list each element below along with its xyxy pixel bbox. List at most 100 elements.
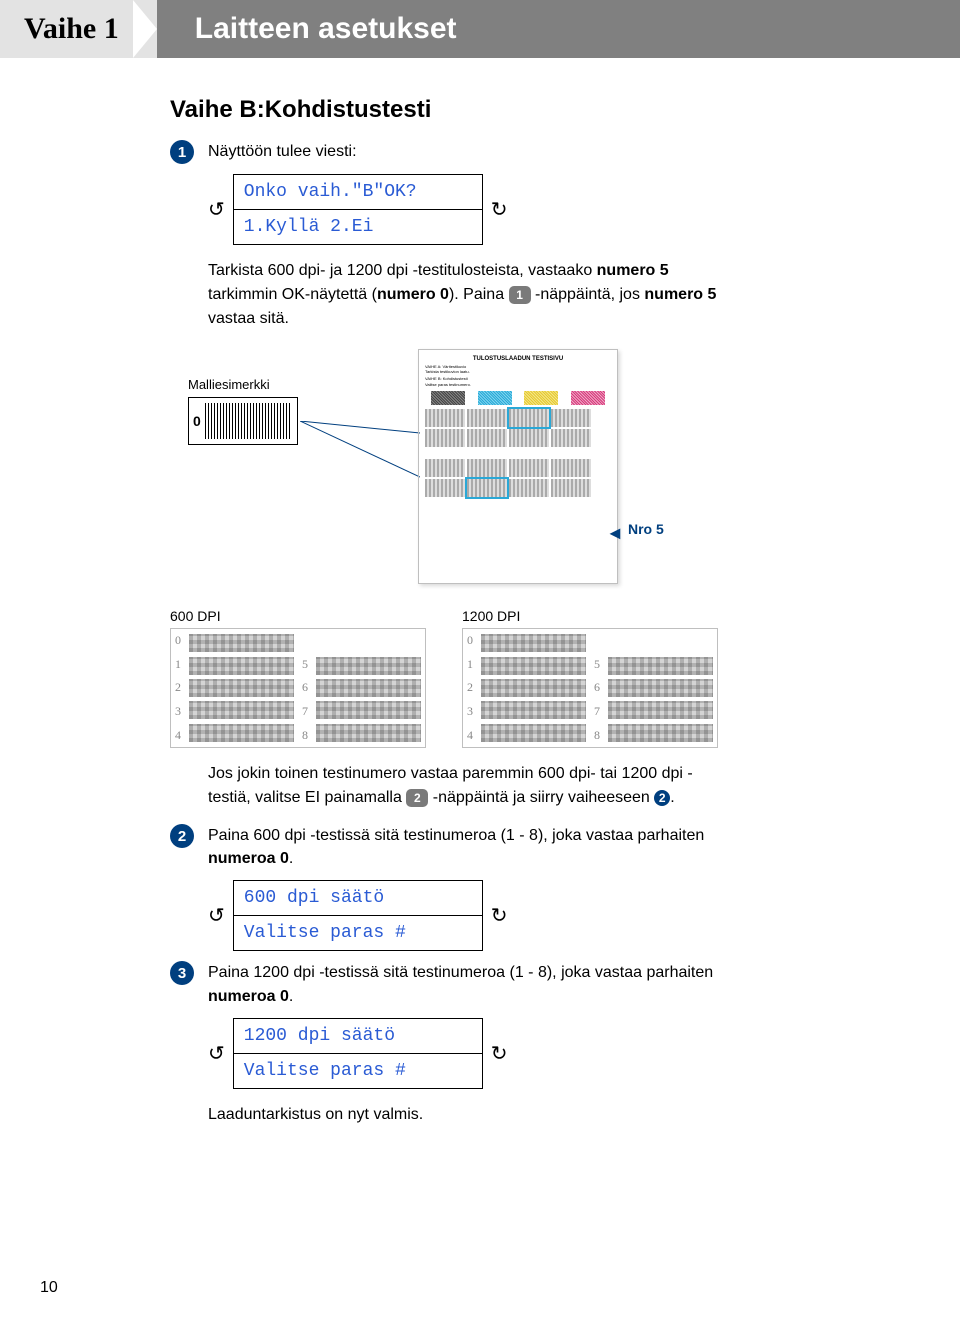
patch xyxy=(189,634,294,652)
patch xyxy=(608,701,713,719)
patch xyxy=(481,701,586,719)
lcd-2: 600 dpi säätö Valitse paras # xyxy=(233,880,483,951)
dpi-600-patches-r xyxy=(312,629,425,747)
p1f: -näppäintä, jos xyxy=(531,286,645,303)
n: 2 xyxy=(467,680,473,695)
step-2-num: 2 xyxy=(178,828,186,845)
mini-grid-600 xyxy=(425,409,611,447)
lcd-1-line1: Onko vaih."B"OK? xyxy=(234,175,482,209)
sample-zero: 0 xyxy=(193,413,201,429)
n: 7 xyxy=(594,704,600,719)
patch xyxy=(481,657,586,675)
n: 3 xyxy=(467,704,473,719)
sheet-title: TULOSTUSLAADUN TESTISIVU xyxy=(425,356,611,362)
mini-cell xyxy=(509,479,549,497)
n: 5 xyxy=(594,657,600,672)
s3a: Paina 1200 dpi -testissä sitä testinumer… xyxy=(208,964,713,981)
s3b: numeroa 0 xyxy=(208,988,289,1005)
block-yellow-icon xyxy=(524,391,558,405)
p1c: tarkimmin OK-näytettä ( xyxy=(208,286,377,303)
mini-cell xyxy=(509,429,549,447)
block-magenta-icon xyxy=(571,391,605,405)
n: 4 xyxy=(467,728,473,743)
step-3-num: 3 xyxy=(178,965,186,982)
patch xyxy=(316,657,421,675)
dpi-1200-box: 0 1 2 3 4 - 5 xyxy=(462,628,718,748)
mini-cell-hi xyxy=(509,409,549,427)
patch xyxy=(608,657,713,675)
step-1-para2: Jos jokin toinen testinumero vastaa pare… xyxy=(208,762,730,810)
lcd-3: 1200 dpi säätö Valitse paras # xyxy=(233,1018,483,1089)
lcd-1: Onko vaih."B"OK? 1.Kyllä 2.Ei xyxy=(233,174,483,245)
dpi-600-col: 600 DPI 0 1 2 3 4 xyxy=(170,608,426,748)
n: 5 xyxy=(302,657,308,672)
section-title: Vaihe B:Kohdistustesti xyxy=(170,96,730,124)
patch xyxy=(189,701,294,719)
mini-cell xyxy=(467,459,507,477)
lcd-1-line2: 1.Kyllä 2.Ei xyxy=(234,209,482,244)
patch xyxy=(481,679,586,697)
cycle-left-icon: ↺ xyxy=(208,903,225,928)
connector-lines-icon xyxy=(300,421,420,481)
step-2: 2 Paina 600 dpi -testissä sitä testinume… xyxy=(170,824,730,870)
n: 7 xyxy=(302,704,308,719)
lcd-1-wrap: ↺ Onko vaih."B"OK? 1.Kyllä 2.Ei ↻ xyxy=(208,174,730,245)
mini-cell xyxy=(551,459,591,477)
p2c: . xyxy=(670,789,674,806)
header-title-text: Laitteen asetukset xyxy=(195,12,457,46)
dpi-1200-patches-r xyxy=(604,629,717,747)
dpi-1200-left-nums: 0 1 2 3 4 xyxy=(463,629,477,747)
step-1-intro: Näyttöön tulee viesti: xyxy=(208,140,357,163)
key-2-icon: 2 xyxy=(406,789,428,807)
step-1-num: 1 xyxy=(178,144,186,161)
n: 1 xyxy=(467,657,473,672)
p1a: Tarkista 600 dpi- ja 1200 dpi -testitulo… xyxy=(208,262,597,279)
lcd-2-line2: Valitse paras # xyxy=(234,915,482,950)
lcd-3-line1: 1200 dpi säätö xyxy=(234,1019,482,1053)
p2b: -näppäintä ja siirry vaiheeseen xyxy=(428,789,654,806)
block-black-icon xyxy=(431,391,465,405)
n: 1 xyxy=(175,657,181,672)
mini-cell xyxy=(509,459,549,477)
cycle-left-icon: ↺ xyxy=(208,197,225,222)
patch xyxy=(189,657,294,675)
figure-sample-sheet: Malliesimerkki 0 TULOSTUSLAADUN TESTISIV… xyxy=(188,349,730,594)
s2c: . xyxy=(289,850,293,867)
mini-cell xyxy=(467,429,507,447)
dpi-600-box: 0 1 2 3 4 - 5 xyxy=(170,628,426,748)
mini-cell xyxy=(425,429,465,447)
patch xyxy=(481,634,586,652)
block-cyan-icon xyxy=(478,391,512,405)
patch xyxy=(316,724,421,742)
dpi-row: 600 DPI 0 1 2 3 4 xyxy=(170,608,730,748)
ref-step-2-icon: 2 xyxy=(654,790,670,806)
n: 3 xyxy=(175,704,181,719)
barcode-icon xyxy=(205,403,291,439)
sample-box: 0 xyxy=(188,397,298,445)
dpi-600-patches-l xyxy=(185,629,298,747)
dpi-600-label: 600 DPI xyxy=(170,608,426,624)
page: Vaihe 1 Laitteen asetukset Vaihe B:Kohdi… xyxy=(0,0,960,1317)
patch xyxy=(608,724,713,742)
closing-text: Laaduntarkistus on nyt valmis. xyxy=(208,1103,730,1127)
n: 2 xyxy=(175,680,181,695)
key-1-icon: 1 xyxy=(509,286,531,304)
cycle-left-icon: ↺ xyxy=(208,1041,225,1066)
n: 8 xyxy=(302,728,308,743)
cycle-right-icon: ↻ xyxy=(491,197,508,222)
mini-cell xyxy=(551,479,591,497)
nro5-label: Nro 5 xyxy=(628,521,664,537)
patch xyxy=(481,724,586,742)
sheet-text-2: VAIHE B: KohdistustestiValitse paras tes… xyxy=(425,376,611,386)
sample-label: Malliesimerkki xyxy=(188,377,270,392)
spacer xyxy=(425,447,611,455)
arrow-nro5-icon: ◄ xyxy=(606,523,624,544)
header-bar: Vaihe 1 Laitteen asetukset xyxy=(0,0,960,58)
step-3-text: Paina 1200 dpi -testissä sitä testinumer… xyxy=(208,961,730,1007)
mini-cell xyxy=(425,409,465,427)
mini-grid-1200 xyxy=(425,459,611,497)
dpi-1200-col: 1200 DPI 0 1 2 3 4 xyxy=(462,608,718,748)
dpi-1200-right-nums: - 5 6 7 8 xyxy=(590,629,604,747)
step-3: 3 Paina 1200 dpi -testissä sitä testinum… xyxy=(170,961,730,1007)
dpi-600-right-nums: - 5 6 7 8 xyxy=(298,629,312,747)
